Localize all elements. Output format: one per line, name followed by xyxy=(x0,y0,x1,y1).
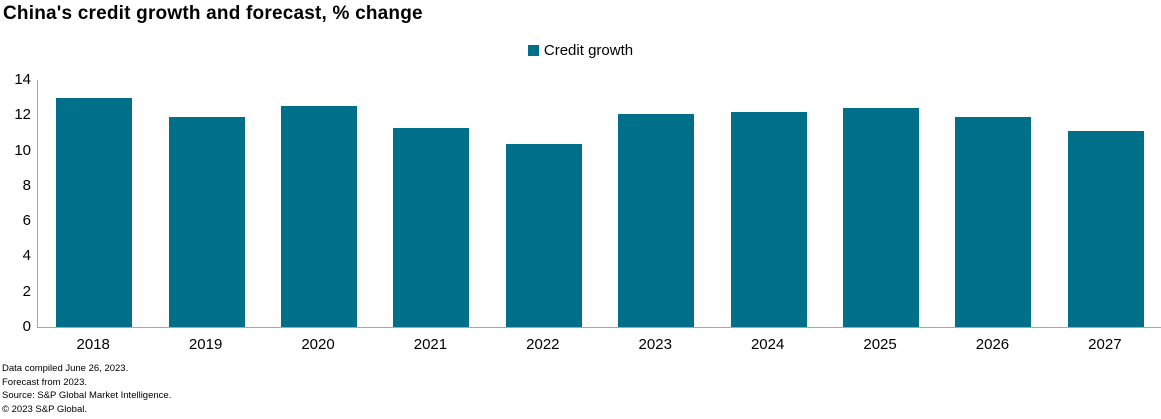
footer-notes: Data compiled June 26, 2023. Forecast fr… xyxy=(2,362,171,416)
bar-slot xyxy=(263,80,375,327)
legend-swatch-icon xyxy=(527,45,539,56)
bar-slot xyxy=(38,80,150,327)
y-tick-label: 2 xyxy=(22,282,31,300)
y-tick-label: 4 xyxy=(22,247,31,265)
y-axis-labels: 0 2 4 6 8 10 12 14 xyxy=(0,0,31,419)
x-tick-label: 2025 xyxy=(863,336,897,353)
y-tick-label: 0 xyxy=(22,318,31,335)
bar-slot xyxy=(488,80,600,327)
x-tick-label: 2024 xyxy=(750,336,785,353)
bar xyxy=(505,143,582,327)
bar-slot xyxy=(937,80,1049,327)
bar xyxy=(843,108,920,327)
footer-source: Source: S&P Global Market Intelligence. xyxy=(2,390,172,401)
y-tick-label: 8 xyxy=(22,176,31,194)
x-tick-label: 2022 xyxy=(526,336,560,353)
bar xyxy=(730,111,807,327)
y-tick-label: 12 xyxy=(14,106,31,124)
x-tick-label: 2023 xyxy=(638,336,672,353)
chart-title: China's credit growth and forecast, % ch… xyxy=(3,3,423,24)
bar xyxy=(393,127,470,327)
x-tick-label: 2026 xyxy=(975,336,1010,353)
x-axis-line xyxy=(37,327,1161,328)
y-tick-label: 10 xyxy=(14,141,31,159)
bar-slot xyxy=(712,80,824,327)
bar xyxy=(168,117,245,327)
bar xyxy=(955,117,1032,327)
bar-slot xyxy=(600,80,712,327)
legend: Credit growth xyxy=(0,42,1161,59)
bar-slot xyxy=(150,80,262,327)
y-tick-label: 6 xyxy=(22,212,31,230)
footer-forecast: Forecast from 2023. xyxy=(2,376,88,388)
plot-area xyxy=(37,80,1161,327)
bar xyxy=(56,97,133,327)
y-tick-label: 14 xyxy=(14,71,31,88)
bar xyxy=(281,106,358,327)
x-tick-label: 2027 xyxy=(1088,336,1122,353)
bar-series xyxy=(38,80,1161,327)
legend-label: Credit growth xyxy=(543,42,634,59)
x-axis-labels: 2018 2019 2020 2021 2022 2023 2024 2025 2026 2027 xyxy=(37,336,1161,354)
x-tick-label: 2020 xyxy=(301,336,335,353)
bar xyxy=(618,113,695,327)
x-tick-label: 2019 xyxy=(188,336,223,353)
bar-slot xyxy=(1050,80,1161,327)
bar-slot xyxy=(375,80,487,327)
bar-slot xyxy=(825,80,937,327)
x-tick-label: 2018 xyxy=(76,336,110,353)
footer-copyright: © 2023 S&P Global. xyxy=(2,403,87,415)
bar xyxy=(1067,131,1144,327)
x-tick-label: 2021 xyxy=(413,336,448,353)
footer-data-compiled: Data compiled June 26, 2023. xyxy=(2,363,129,374)
